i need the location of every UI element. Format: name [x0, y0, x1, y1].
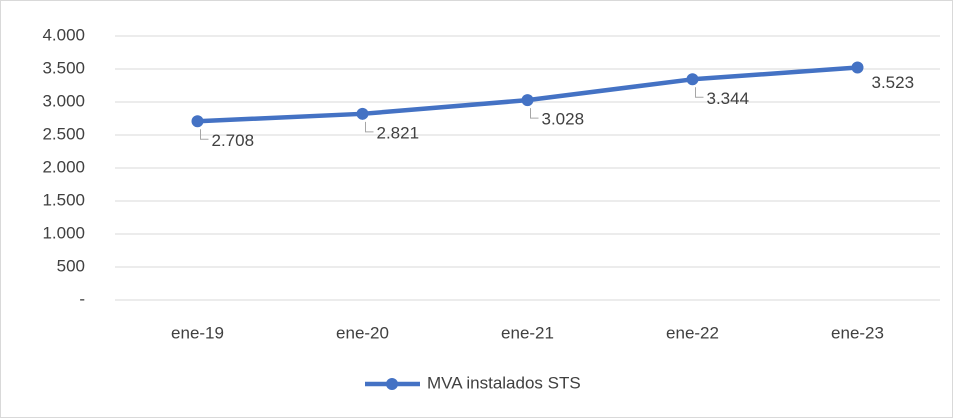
x-tick-label: ene-20: [336, 323, 389, 342]
y-tick-label: 1.000: [42, 223, 85, 242]
x-tick-label: ene-19: [171, 323, 224, 342]
y-tick-label: 2.000: [42, 157, 85, 176]
x-tick-label: ene-21: [501, 323, 554, 342]
marker: [191, 115, 204, 128]
leader-line: [695, 87, 704, 98]
data-label: 3.523: [872, 73, 915, 92]
y-tick-label: 3.500: [42, 58, 85, 77]
marker: [521, 94, 534, 107]
data-label: 2.708: [212, 131, 255, 150]
legend-label: MVA instalados STS: [427, 373, 581, 392]
y-tick-label: 500: [57, 256, 85, 275]
y-tick-label: 4.000: [42, 25, 85, 44]
y-tick-label: 3.000: [42, 91, 85, 110]
marker: [851, 61, 864, 74]
y-tick-label: -: [79, 289, 85, 308]
data-label: 2.821: [377, 123, 420, 142]
x-tick-label: ene-22: [666, 323, 719, 342]
leader-line: [200, 129, 209, 140]
marker: [686, 73, 699, 86]
data-label: 3.344: [707, 89, 750, 108]
legend-marker: [386, 378, 398, 390]
leader-line: [530, 108, 539, 119]
marker: [356, 107, 369, 120]
y-tick-label: 1.500: [42, 190, 85, 209]
leader-line: [365, 121, 374, 133]
y-tick-label: 2.500: [42, 124, 85, 143]
data-label: 3.028: [542, 110, 585, 129]
x-tick-label: ene-23: [831, 323, 884, 342]
